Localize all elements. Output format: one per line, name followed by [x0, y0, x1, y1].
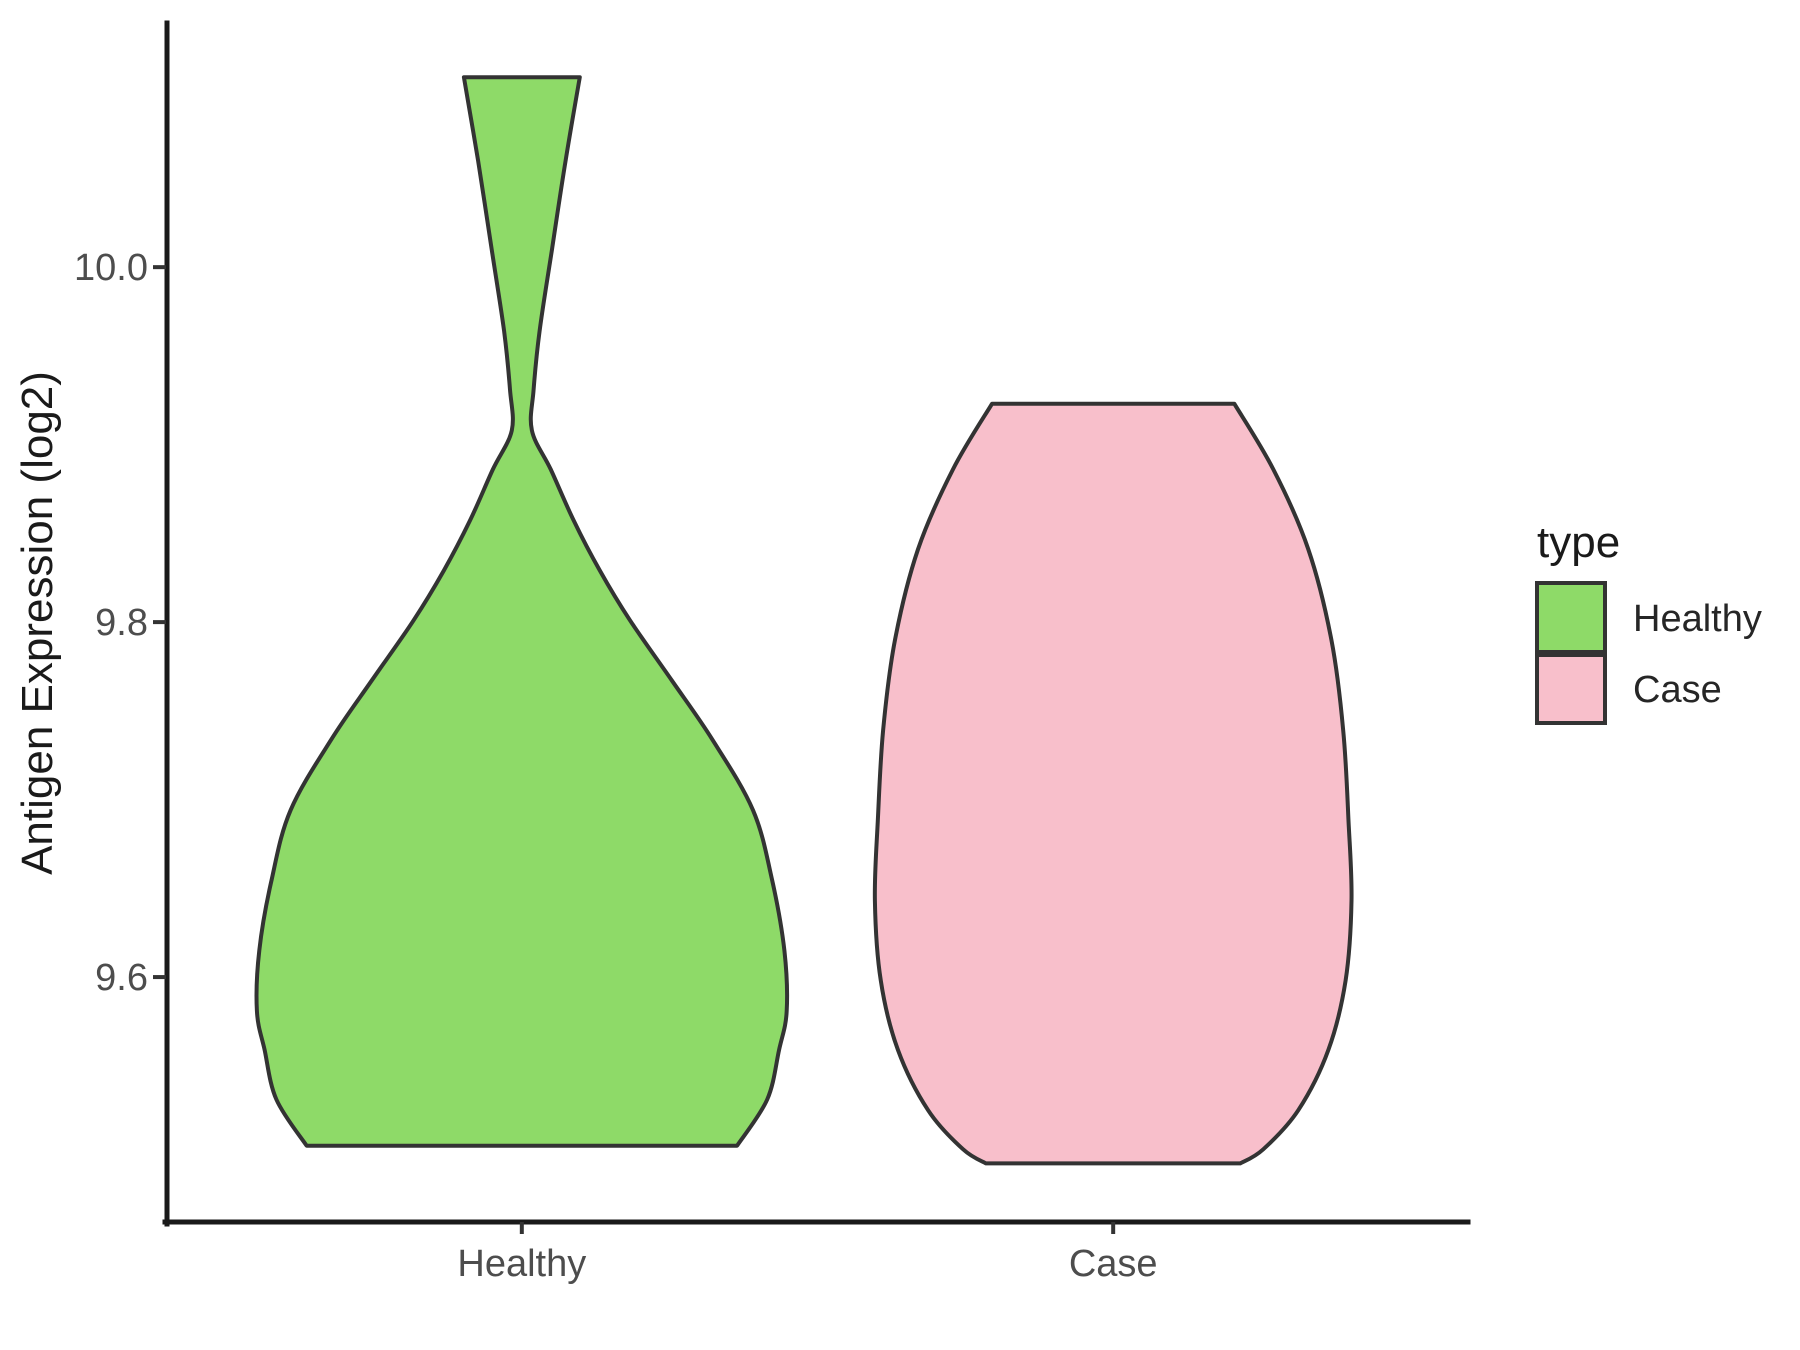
- y-tick-label: 9.6: [95, 957, 148, 999]
- violins-group: [254, 75, 1354, 1166]
- y-tick-label: 10.0: [74, 247, 148, 289]
- x-tick-label: Case: [1069, 1243, 1158, 1285]
- legend-title: type: [1537, 518, 1620, 567]
- violin-case: [872, 401, 1354, 1166]
- violin-healthy: [254, 75, 790, 1148]
- legend-key-case: [1535, 653, 1607, 725]
- legend-key-healthy: [1535, 581, 1607, 654]
- legend-label-healthy: Healthy: [1633, 598, 1762, 640]
- legend-label-case: Case: [1633, 669, 1722, 711]
- y-axis-title: Antigen Expression (log2): [13, 371, 62, 875]
- y-tick-label: 9.8: [95, 602, 148, 644]
- legend: type Healthy Case: [1535, 518, 1762, 725]
- ticks-group: 9.6 9.8 10.0 Healthy Case: [74, 247, 1158, 1285]
- x-tick-label: Healthy: [457, 1243, 586, 1285]
